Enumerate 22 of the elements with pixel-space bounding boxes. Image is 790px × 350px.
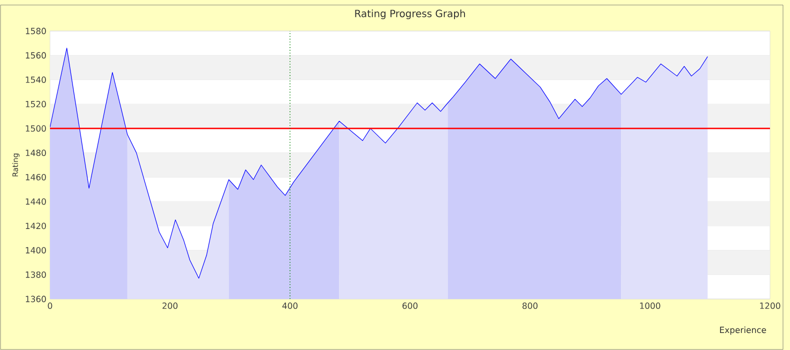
y-tick-label: 1560 [26,52,46,59]
y-tick-label: 1540 [26,76,46,83]
y-tick-label: 1580 [26,28,46,34]
y-tick-label: 1360 [26,296,46,302]
y-tick-label: 1480 [26,150,46,156]
y-tick-label: 1440 [26,198,46,205]
y-tick-label: 1400 [26,247,46,254]
y-tick-label: 1500 [26,125,46,132]
x-tick-label: 200 [162,302,178,309]
x-tick-label: 800 [522,302,538,309]
x-tick-label: 400 [282,302,298,309]
x-tick-label: 1000 [640,302,660,309]
y-tick-label: 1460 [26,174,46,180]
line-series [50,48,708,279]
x-tick-label: 600 [402,302,418,309]
x-tick-label: 1200 [760,302,780,309]
chart-title: Rating Progress Graph [355,10,465,20]
y-tick-label: 1520 [26,100,46,108]
y-tick-label: 1420 [26,222,46,230]
x-tick-label: 0 [48,302,52,309]
x-axis-title: Experience [720,326,766,335]
y-tick-label: 1380 [26,271,46,278]
